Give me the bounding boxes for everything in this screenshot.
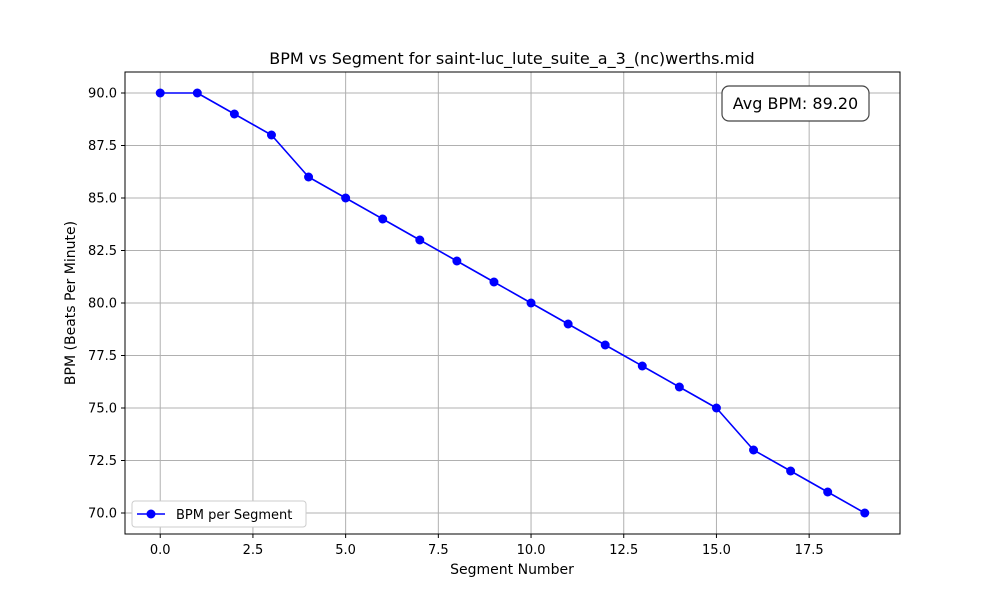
data-point [674, 382, 684, 392]
chart-title: BPM vs Segment for saint-luc_lute_suite_… [269, 49, 754, 69]
axis-ticks: 0.0 2.5 5.0 7.5 10.0 12.5 15.0 17.5 70.0 72.5 75.0… [88, 87, 824, 559]
x-axis-title: Segment Number [450, 562, 574, 578]
y-tick-label: 85.0 [88, 192, 117, 207]
x-tick-label: 12.5 [609, 543, 638, 558]
data-point [823, 487, 833, 497]
data-point [637, 361, 647, 371]
data-point [489, 277, 499, 287]
avg-bpm-annotation-box [721, 85, 870, 122]
data-point [526, 298, 536, 308]
data-point [415, 235, 425, 245]
series-line-bpm [160, 92, 866, 514]
x-tick-label: 5.0 [335, 543, 356, 558]
data-point [155, 88, 165, 98]
y-tick-label: 72.5 [88, 454, 117, 469]
data-point [229, 109, 239, 119]
y-tick-label: 82.5 [88, 244, 117, 259]
y-tick-label: 77.5 [88, 349, 117, 364]
x-tick-label: 10.0 [517, 543, 546, 558]
data-point [786, 466, 796, 476]
data-point [341, 193, 351, 203]
legend-label: BPM per Segment [176, 508, 292, 523]
data-point [304, 172, 314, 182]
data-point [378, 214, 388, 224]
data-point [266, 130, 276, 140]
avg-bpm-annotation: Avg BPM: 89.20 [721, 85, 870, 122]
y-tick-label: 75.0 [88, 402, 117, 417]
data-point [192, 88, 202, 98]
y-tick-label: 80.0 [88, 297, 117, 312]
legend-box [131, 500, 307, 528]
legend-marker-swatch [146, 509, 156, 519]
series-layer [155, 88, 870, 518]
y-tick-label: 87.5 [88, 139, 117, 154]
y-tick-label: 90.0 [88, 87, 117, 102]
x-tick-label: 17.5 [795, 543, 824, 558]
avg-bpm-annotation-text: Avg BPM: 89.20 [733, 94, 858, 113]
legend: BPM per Segment [131, 500, 307, 528]
y-tick-label: 70.0 [88, 507, 117, 522]
x-tick-label: 0.0 [150, 543, 171, 558]
x-tick-label: 15.0 [702, 543, 731, 558]
x-tick-label: 2.5 [243, 543, 264, 558]
x-tick-label: 7.5 [428, 543, 449, 558]
y-axis-title: BPM (Beats Per Minute) [63, 221, 79, 385]
data-point [600, 340, 610, 350]
data-point [711, 403, 721, 413]
data-point [452, 256, 462, 266]
data-point [749, 445, 759, 455]
data-point [860, 508, 870, 518]
data-point [563, 319, 573, 329]
